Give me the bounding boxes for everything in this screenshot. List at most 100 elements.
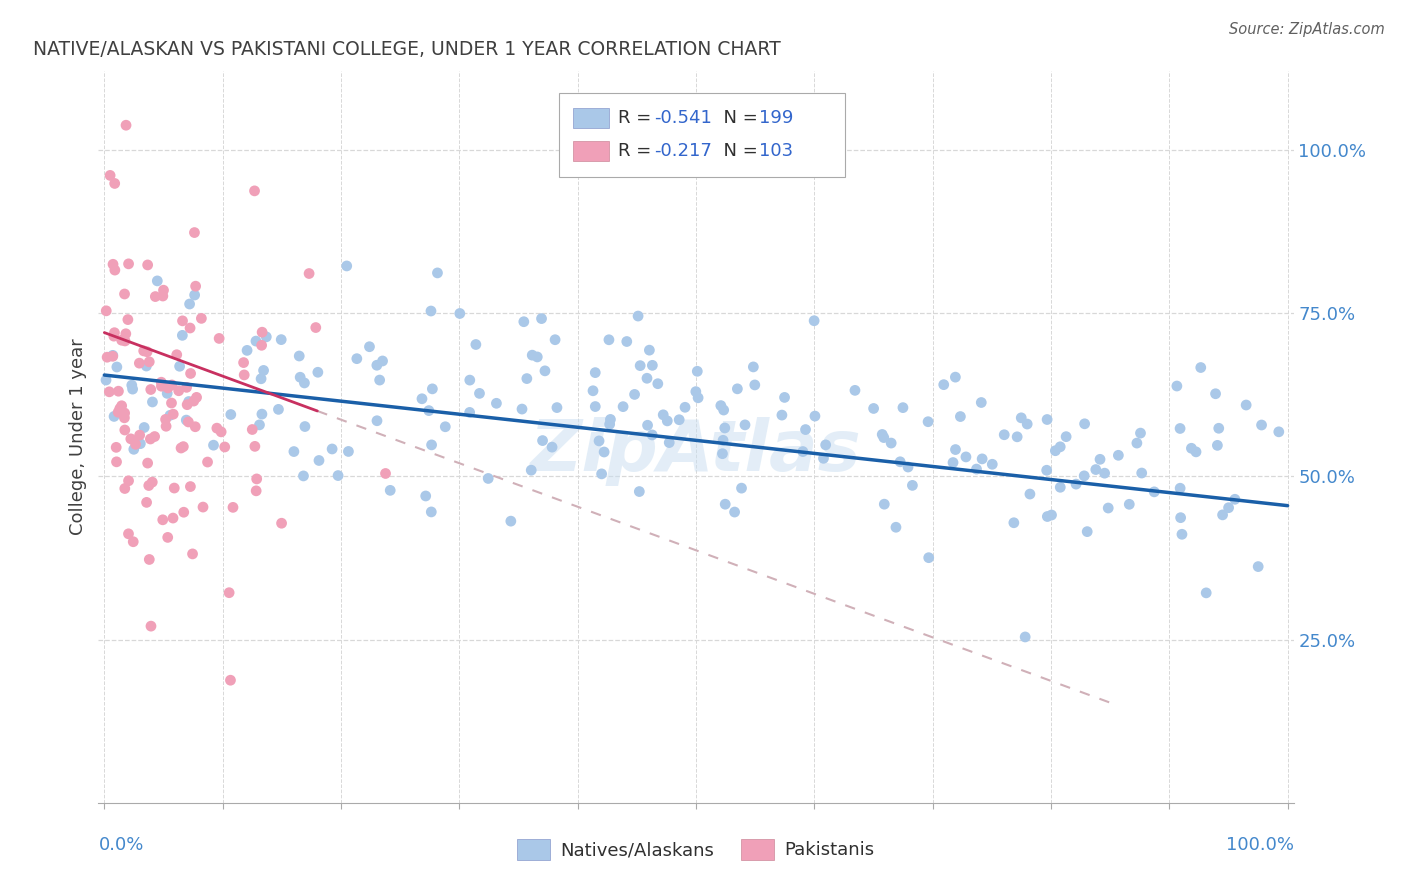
Point [136, 456, 159, 470]
Point [794, 423, 817, 437]
Point [283, 444, 305, 458]
Point [152, 513, 174, 527]
Point [101, 349, 124, 363]
Point [176, 380, 198, 394]
Point [641, 359, 664, 373]
Point [1049, 440, 1071, 454]
Point [1014, 630, 1036, 644]
Point [136, 258, 159, 272]
Point [641, 428, 664, 442]
Point [1054, 430, 1077, 444]
Point [546, 401, 568, 415]
Point [1097, 501, 1119, 516]
Point [114, 482, 136, 496]
Point [1208, 421, 1230, 435]
Text: 103: 103 [759, 142, 793, 160]
Point [179, 479, 201, 493]
Point [510, 402, 533, 417]
Point [599, 412, 621, 426]
Point [723, 505, 745, 519]
Point [636, 371, 658, 385]
Point [103, 329, 125, 343]
Point [458, 373, 481, 387]
Point [214, 440, 236, 454]
Point [713, 421, 735, 435]
Point [243, 184, 266, 198]
Point [138, 552, 160, 566]
Point [612, 400, 634, 414]
Point [814, 438, 837, 452]
Point [359, 340, 381, 354]
Point [169, 359, 191, 374]
Point [104, 263, 127, 277]
Point [942, 456, 965, 470]
Point [122, 442, 145, 457]
Point [114, 423, 136, 437]
Point [880, 436, 903, 450]
Point [294, 419, 316, 434]
Point [1049, 480, 1071, 494]
Text: Source: ZipAtlas.com: Source: ZipAtlas.com [1229, 22, 1385, 37]
Point [183, 288, 205, 302]
Point [742, 359, 765, 374]
Point [143, 289, 166, 303]
Point [862, 401, 884, 416]
Point [897, 460, 920, 475]
Point [844, 384, 866, 398]
Point [236, 343, 259, 358]
Point [499, 514, 522, 528]
Point [292, 469, 315, 483]
Point [156, 530, 179, 544]
Point [163, 481, 186, 495]
Point [531, 434, 554, 448]
Point [181, 547, 204, 561]
FancyBboxPatch shape [558, 94, 845, 178]
Text: NATIVE/ALASKAN VS PAKISTANI COLLEGE, UNDER 1 YEAR CORRELATION CHART: NATIVE/ALASKAN VS PAKISTANI COLLEGE, UND… [32, 39, 780, 59]
Point [591, 467, 613, 481]
Point [94, 373, 117, 387]
Point [588, 434, 610, 448]
Point [658, 435, 681, 450]
Point [105, 455, 128, 469]
Point [949, 409, 972, 424]
Point [135, 359, 157, 373]
Point [713, 403, 735, 417]
Point [513, 315, 536, 329]
Point [1017, 417, 1039, 431]
Point [250, 407, 273, 421]
Point [593, 445, 616, 459]
Point [526, 350, 548, 364]
Point [121, 378, 143, 392]
Point [101, 348, 124, 362]
Point [873, 497, 896, 511]
Point [205, 421, 228, 435]
Point [162, 511, 184, 525]
Point [730, 481, 752, 495]
Point [582, 384, 605, 398]
Point [128, 356, 150, 370]
Point [305, 320, 328, 334]
Point [652, 408, 675, 422]
Text: 100.0%: 100.0% [1226, 836, 1294, 854]
Point [1002, 516, 1025, 530]
Point [1107, 448, 1129, 462]
Point [458, 405, 481, 419]
Point [233, 368, 256, 382]
Point [170, 441, 193, 455]
Point [219, 408, 242, 422]
Point [1130, 466, 1153, 480]
Point [254, 330, 277, 344]
Point [155, 419, 177, 434]
Point [107, 384, 129, 399]
Point [516, 371, 538, 385]
Point [599, 417, 621, 432]
Point [138, 355, 160, 369]
Point [183, 394, 205, 409]
Point [96, 350, 118, 364]
Point [111, 333, 134, 347]
Point [172, 328, 194, 343]
Point [152, 289, 174, 303]
Point [139, 383, 162, 397]
Point [138, 478, 160, 492]
Point [173, 505, 195, 519]
